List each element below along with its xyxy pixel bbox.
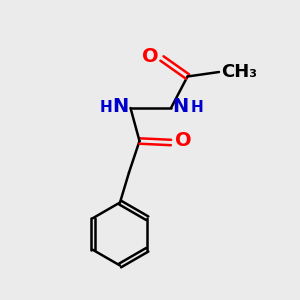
Text: CH₃: CH₃: [221, 63, 257, 81]
Text: N: N: [113, 97, 129, 116]
Text: O: O: [175, 131, 191, 151]
Text: O: O: [142, 46, 158, 66]
Text: H: H: [99, 100, 112, 116]
Text: H: H: [190, 100, 203, 116]
Text: N: N: [172, 97, 189, 116]
